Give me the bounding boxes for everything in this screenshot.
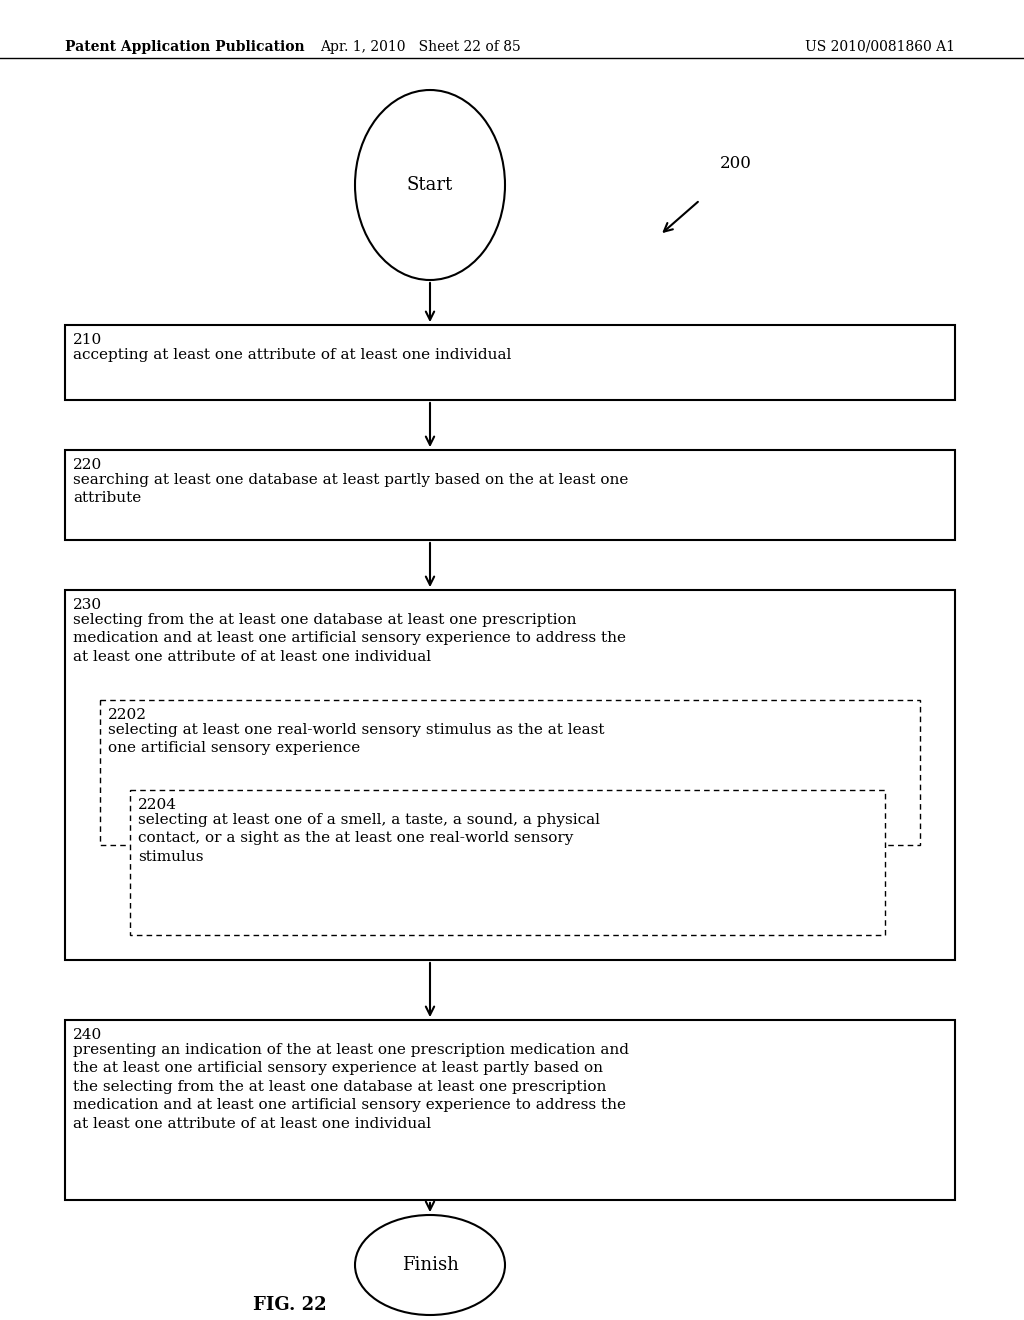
Text: Start: Start [407, 176, 454, 194]
Bar [65, 450, 955, 540]
Bar [65, 590, 955, 960]
Text: 220: 220 [73, 458, 102, 473]
Text: 200: 200 [720, 154, 752, 172]
Text: US 2010/0081860 A1: US 2010/0081860 A1 [805, 40, 955, 54]
Text: selecting at least one of a smell, a taste, a sound, a physical
contact, or a si: selecting at least one of a smell, a tas… [138, 813, 600, 863]
Text: Finish: Finish [401, 1257, 459, 1274]
Text: searching at least one database at least partly based on the at least one
attrib: searching at least one database at least… [73, 473, 629, 506]
Text: 230: 230 [73, 598, 102, 612]
Text: Apr. 1, 2010   Sheet 22 of 85: Apr. 1, 2010 Sheet 22 of 85 [319, 40, 520, 54]
Text: 210: 210 [73, 333, 102, 347]
Bar [100, 700, 920, 845]
Text: 2202: 2202 [108, 708, 147, 722]
Text: 2204: 2204 [138, 799, 177, 812]
Bar [65, 325, 955, 400]
Bar [65, 1020, 955, 1200]
Bar [130, 789, 885, 935]
Text: selecting at least one real-world sensory stimulus as the at least
one artificia: selecting at least one real-world sensor… [108, 723, 604, 755]
Text: FIG. 22: FIG. 22 [253, 1296, 327, 1313]
Text: selecting from the at least one database at least one prescription
medication an: selecting from the at least one database… [73, 612, 626, 664]
Text: accepting at least one attribute of at least one individual: accepting at least one attribute of at l… [73, 348, 511, 362]
Text: 240: 240 [73, 1028, 102, 1041]
Text: Patent Application Publication: Patent Application Publication [65, 40, 304, 54]
Text: presenting an indication of the at least one prescription medication and
the at : presenting an indication of the at least… [73, 1043, 629, 1131]
